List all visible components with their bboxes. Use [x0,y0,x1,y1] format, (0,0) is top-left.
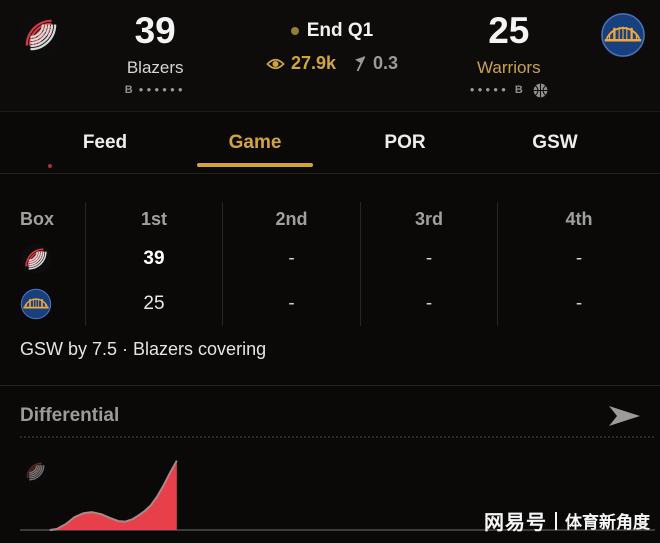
tab-bar: Feed Game POR GSW [0,112,660,174]
away-team-name: Blazers [126,58,184,77]
chevron-right-icon[interactable] [606,404,642,428]
game-status-block: End Q1 27.9k 0.3 [246,8,417,74]
table-row-blazers: 39 - - - [0,236,660,281]
col-header-3rd: 3rd [360,202,497,236]
warriors-q3-score: - [360,281,497,326]
eye-icon [266,58,285,69]
leading-team-logo-icon [22,458,49,485]
table-row-warriors: 25 - - - [0,281,660,326]
col-header-box: Box [20,208,55,229]
blazers-logo-icon [18,12,64,58]
away-score: 39 [134,10,176,51]
warriors-q2-score: - [222,281,360,326]
warriors-q1-score: 25 [85,281,222,326]
warriors-logo-icon [20,288,52,320]
watermark-channel: 体育新角度 [565,513,650,532]
col-header-4th: 4th [497,202,660,236]
tab-feed[interactable]: Feed [82,131,128,153]
box-score-header-row: Box 1st 2nd 3rd 4th [0,202,660,236]
warriors-q4-score: - [497,281,660,326]
chart-top-gridline [20,436,654,438]
home-bonus-label: B [514,84,523,96]
watermark: 网易号 体育新角度 [484,506,650,535]
blazers-logo-icon [20,243,52,275]
tab-gsw[interactable]: GSW [532,131,578,153]
warriors-logo-icon [600,12,646,58]
viewer-count: 27.9k [290,53,336,73]
home-timeout-dots: ●●●●● [469,85,509,94]
differential-chart [0,436,660,536]
tab-game[interactable]: Game [180,112,330,173]
spread-note: GSW by 7.5 · Blazers covering [20,339,267,359]
col-header-1st: 1st [85,202,222,236]
differential-area-chart [20,460,655,531]
differential-title: Differential [20,405,120,426]
watermark-separator [555,511,557,530]
away-bonus-label: B [124,84,133,96]
watermark-brand: 网易号 [484,512,547,534]
notification-dot [48,164,52,168]
live-status-dot-icon [290,27,299,35]
home-team-block: 25 Warriors ●●●●● B [418,8,660,97]
line-move-value: 0.3 [373,53,399,73]
home-timeouts: ●●●●● B [470,83,548,97]
tab-por[interactable]: POR [384,131,426,153]
blazers-q2-score: - [222,236,360,281]
differential-header[interactable]: Differential [0,386,660,428]
home-team-name: Warriors [477,58,541,77]
away-timeout-dots: ●●●●●● [138,85,186,94]
home-score: 25 [488,10,530,51]
flag-icon [355,56,366,72]
game-status: End Q1 [306,20,374,41]
blazers-q3-score: - [360,236,497,281]
box-score-table: Box 1st 2nd 3rd 4th 39 - - - 25 - - - [0,174,660,326]
away-timeouts: B ●●●●●● [125,83,186,97]
col-header-2nd: 2nd [222,202,360,236]
possession-basketball-icon [533,83,548,98]
section-divider [0,385,660,386]
blazers-q1-score: 39 [85,236,222,281]
chart-area-fill [49,460,177,530]
scoreboard-header: 39 Blazers B ●●●●●● End Q1 27.9k [0,0,660,112]
chart-line [49,460,178,531]
blazers-q4-score: - [497,236,660,281]
away-team-block: 39 Blazers B ●●●●●● [0,8,246,97]
